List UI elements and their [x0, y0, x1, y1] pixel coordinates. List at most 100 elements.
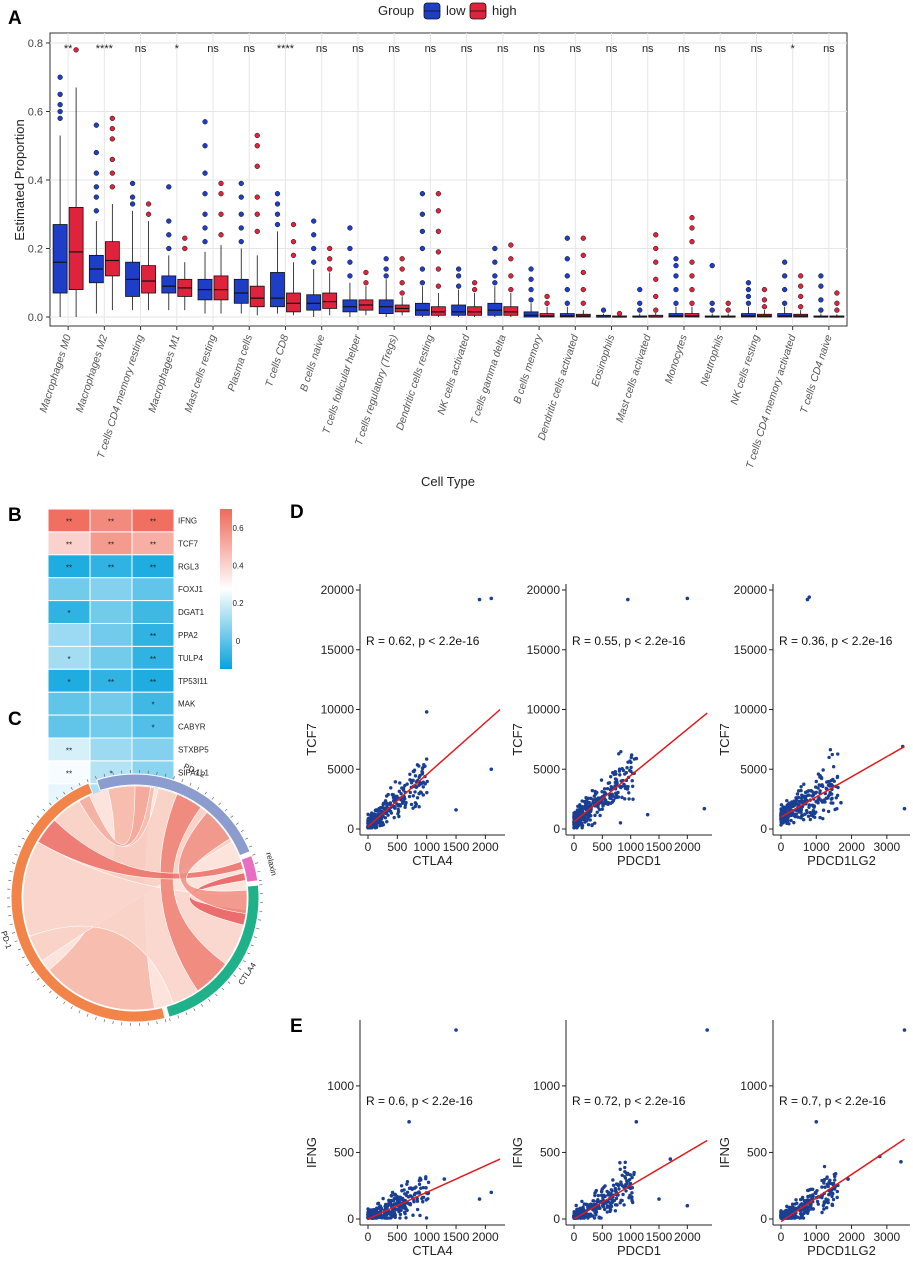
- scatter-point: [415, 1207, 420, 1212]
- scatter-point: [393, 780, 398, 784]
- scatter-point: [824, 1206, 829, 1210]
- y-axis-label: IFNG: [304, 1137, 319, 1168]
- outlier-point: [435, 283, 442, 289]
- box-high-4: [177, 235, 193, 311]
- scatter-point: [785, 821, 789, 826]
- scatter-point: [617, 752, 621, 756]
- chord-tick: [189, 782, 192, 786]
- box-body: [430, 306, 446, 316]
- heatmap-cell: [47, 714, 91, 739]
- box-body: [104, 241, 120, 277]
- x-tick-label: Macrophages M2: [74, 333, 111, 414]
- scatter-points: [572, 596, 707, 830]
- scatter-point: [587, 1212, 592, 1216]
- heatmap-star: *: [67, 678, 70, 687]
- correlation-label: R = 0.6, p < 2.2e-16: [366, 1094, 473, 1108]
- scatter-point: [615, 1203, 619, 1207]
- scatter-point: [369, 1208, 373, 1212]
- scatter-point: [580, 809, 584, 813]
- outlier-point: [202, 119, 208, 125]
- scatter-point: [615, 1182, 620, 1186]
- scatter-point: [398, 781, 402, 785]
- outlier-point: [834, 290, 840, 296]
- scatter-point: [413, 774, 418, 778]
- heatmap-row-label: MAK: [178, 700, 196, 709]
- scatter-point: [415, 796, 420, 800]
- box-low-20: [741, 280, 756, 318]
- significance-label: ns: [388, 43, 400, 55]
- outlier-point: [528, 286, 534, 293]
- scatter-point: [807, 595, 812, 599]
- x-tick-label: Eosinophils: [589, 333, 617, 388]
- outlier-point: [492, 280, 498, 286]
- outlier-point: [689, 273, 695, 279]
- scatter-point: [391, 1199, 396, 1203]
- scatter-point: [835, 1195, 839, 1200]
- y-tick-label: 20000: [527, 583, 561, 597]
- outlier-point: [745, 280, 752, 286]
- x-tick-label: B cells naive: [298, 333, 328, 393]
- significance-label: ****: [277, 43, 295, 55]
- scatter-point: [424, 757, 429, 761]
- scatter-point: [788, 1207, 792, 1212]
- scatter-point: [595, 1206, 600, 1210]
- y-tick-label: 5000: [740, 762, 767, 776]
- box-low-12: [451, 266, 467, 317]
- scatter-points: [366, 596, 494, 830]
- scatter-point: [373, 808, 378, 813]
- scatter-point: [599, 1189, 604, 1194]
- scatter-point: [597, 807, 602, 812]
- significance-label: ns: [207, 43, 219, 55]
- scatter-point: [572, 811, 576, 815]
- box-body: [559, 313, 575, 318]
- scatter-point: [408, 1203, 413, 1207]
- chord-tick: [256, 927, 260, 930]
- scatter-point: [809, 1204, 813, 1208]
- scatter-point: [808, 1194, 812, 1198]
- outlier-point: [93, 208, 99, 214]
- scatter-point: [606, 1193, 610, 1197]
- scatter-point: [618, 1201, 622, 1205]
- chord-tick: [211, 796, 215, 800]
- scatter-point: [790, 1202, 795, 1206]
- scatter-point: [610, 792, 614, 796]
- scatter-point: [620, 1173, 624, 1178]
- scatter-point: [634, 1120, 639, 1124]
- outlier-point: [761, 304, 768, 310]
- scatter-point: [403, 1206, 408, 1210]
- scatter-point: [403, 805, 407, 810]
- heatmap-star: **: [66, 746, 72, 755]
- scatter-point: [419, 782, 424, 786]
- chord-tick: [197, 786, 200, 790]
- scatter-point: [822, 1207, 826, 1211]
- scatter-point: [657, 1197, 661, 1201]
- scatter-point: [623, 1175, 627, 1179]
- outlier-point: [218, 232, 224, 238]
- box-low-14: [523, 266, 539, 318]
- scatter-point: [384, 1216, 388, 1220]
- x-tick-label: 2000: [838, 840, 865, 854]
- heatmap-star: **: [66, 563, 72, 572]
- scatter-point: [813, 1190, 817, 1195]
- scatter-point: [800, 795, 804, 800]
- outlier-point: [508, 242, 514, 248]
- scatter-point: [596, 1198, 600, 1202]
- outlier-point: [166, 184, 172, 190]
- scatter-point: [629, 755, 633, 760]
- scatter-point: [424, 1185, 428, 1190]
- heatmap-star: *: [151, 724, 154, 733]
- outlier-point: [471, 286, 478, 293]
- outlier-point: [290, 252, 297, 259]
- scatter-point: [833, 1178, 837, 1182]
- box-high-3: [141, 201, 156, 311]
- legend: Group low high: [378, 2, 517, 20]
- outlier-point: [254, 163, 260, 169]
- outlier-point: [798, 293, 804, 300]
- outlier-point: [129, 180, 136, 187]
- scatter-point: [366, 826, 371, 830]
- scatter-point: [423, 764, 427, 769]
- scatter-point: [833, 807, 837, 812]
- scatter-point: [835, 775, 840, 780]
- heatmap-star: **: [66, 769, 72, 778]
